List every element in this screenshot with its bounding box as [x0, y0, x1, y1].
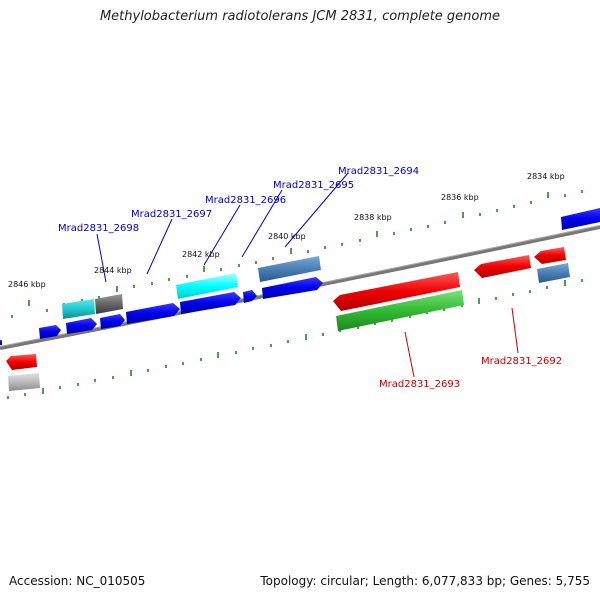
gene-label-mrad2696[interactable]: Mrad2831_2696	[205, 195, 286, 206]
gene-block-green[interactable]	[336, 290, 464, 331]
gene-arrow-red[interactable]	[534, 247, 566, 264]
accession-text: Accession: NC_010505	[9, 574, 146, 588]
gene-block-gray[interactable]	[95, 294, 123, 314]
gene-arrow-blue[interactable]	[0, 340, 2, 345]
kbp-label-2840: 2840 kbp	[268, 232, 306, 241]
gene-arrow-blue[interactable]	[262, 277, 323, 299]
kbp-label-2838: 2838 kbp	[354, 213, 392, 222]
gene-block-steel[interactable]	[258, 256, 321, 282]
gene-arrow-red[interactable]	[333, 272, 460, 311]
gene-arrow-blue[interactable]	[100, 314, 125, 329]
gene-arrow-blue[interactable]	[561, 208, 600, 230]
gene-arrow-red[interactable]	[474, 255, 531, 278]
reverse-strand-genes	[6, 247, 570, 391]
upper-tick-scale	[11, 190, 583, 318]
gene-arrow-blue[interactable]	[126, 303, 180, 324]
leader-lines	[96, 172, 519, 378]
gene-arrow-red[interactable]	[6, 354, 37, 370]
gene-label-mrad2695[interactable]: Mrad2831_2695	[273, 180, 354, 191]
lower-tick-scale	[7, 279, 583, 399]
gene-label-mrad2694[interactable]: Mrad2831_2694	[338, 166, 419, 177]
gene-block-steel[interactable]	[537, 263, 570, 283]
gene-labels: Mrad2831_2694 Mrad2831_2695 Mrad2831_269…	[58, 166, 562, 390]
forward-strand-genes	[0, 208, 600, 345]
kbp-label-2834: 2834 kbp	[527, 172, 565, 181]
kbp-label-2846: 2846 kbp	[8, 280, 46, 289]
gene-label-mrad2697[interactable]: Mrad2831_2697	[131, 209, 212, 220]
gene-block-bright-cyan[interactable]	[176, 273, 238, 299]
kbp-label-2836: 2836 kbp	[441, 193, 479, 202]
gene-arrow-blue[interactable]	[243, 290, 257, 303]
genome-info-text: Topology: circular; Length: 6,077,833 bp…	[260, 574, 590, 588]
gene-label-mrad2698[interactable]: Mrad2831_2698	[58, 223, 139, 234]
kbp-label-2844: 2844 kbp	[94, 266, 132, 275]
gene-arrow-blue[interactable]	[39, 325, 61, 339]
gene-label-mrad2692[interactable]: Mrad2831_2692	[481, 356, 562, 367]
gene-arrow-blue[interactable]	[180, 292, 241, 314]
kbp-label-2842: 2842 kbp	[182, 250, 220, 259]
gene-arrow-blue[interactable]	[66, 318, 97, 334]
genome-title: Methylobacterium radiotolerans JCM 2831,…	[99, 9, 501, 24]
gene-label-mrad2693[interactable]: Mrad2831_2693	[379, 379, 460, 390]
gene-block-light-gray[interactable]	[8, 373, 40, 391]
kbp-labels: 2834 kbp 2836 kbp 2838 kbp 2840 kbp 2842…	[8, 172, 565, 289]
gene-block-cyan[interactable]	[62, 299, 95, 319]
